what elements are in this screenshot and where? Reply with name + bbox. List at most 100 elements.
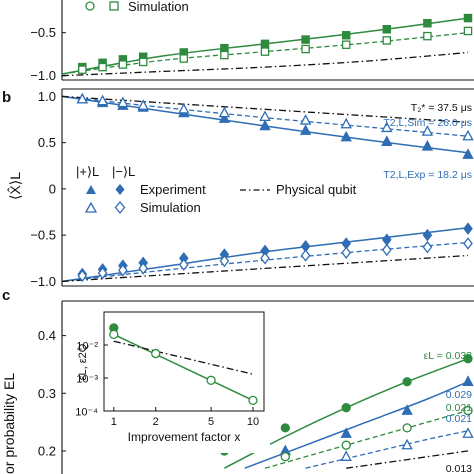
panel-b-triangle-open-point (137, 99, 149, 110)
panel-b-diamond-open-point (422, 240, 433, 254)
panel-b-y-axis-label: ⟨X̂⟩L (7, 172, 23, 200)
panel-a-square-open-point (220, 50, 229, 60)
inset-x-tick-label: 10 (247, 416, 259, 428)
panel-a-square-filled-point (341, 31, 351, 40)
panel-b-diamond-open-point (97, 266, 108, 280)
panel-b-triangle-open-point (381, 121, 393, 133)
panel-b-y-tick-label: −0.5 (30, 228, 56, 243)
panel-b-diamond-open-point (381, 243, 392, 257)
legend-physical-qubit-label: Physical qubit (276, 182, 357, 197)
panel-b-diamond-filled-point (422, 228, 433, 242)
inset-circle-open-point (151, 348, 161, 359)
panel-b-legend: |+⟩L |−⟩L Experiment Physical qubit Simu… (76, 164, 357, 215)
panel-a-square-filled-point (301, 35, 310, 44)
panel-b-triangle-filled-point (421, 139, 434, 151)
panel-b-triangle-filled-point (218, 112, 231, 123)
panel-b-triangle-open-point (178, 102, 190, 114)
panel-c-y-axis-label: or probability EL (1, 373, 17, 474)
panel-b-triangle-open-point (76, 92, 88, 104)
panel-c-y-tick-label: 0.4 (38, 328, 56, 343)
panel-a-dashdot-curve-2 (62, 51, 469, 77)
annotation-epsilon-blue-exp: 0.029 (446, 389, 472, 401)
panel-b-annotations: T₂* = 37.5 μs T2,L,Sim = 26.0 μs T2,L,Ex… (383, 102, 472, 181)
panel-c-triangle-filled-point (340, 427, 352, 438)
panel-b-triangle-filled-point (259, 119, 271, 131)
panel-c-annotations: εL = 0.032 0.029 0.021 0.021 0.013 (424, 350, 473, 474)
panel-a-square-filled-point (463, 13, 473, 23)
panel-c-circle-filled-point (341, 403, 351, 413)
annotation-epsilon-physical: 0.013 (446, 463, 472, 474)
panel-c-y-tick-label: 0.2 (38, 443, 56, 458)
panel-c-circle-open-point (402, 423, 412, 433)
panel-b-diamond-open-point (118, 264, 128, 277)
panel-b-triangle-open-point (340, 117, 352, 129)
inset-solid-curve-0 (113, 333, 254, 402)
panel-a-square-open-point (260, 47, 270, 56)
legend-open-square-marker (109, 1, 119, 11)
inset-dashdot-curve-1 (113, 340, 254, 375)
panel-c-dashed-curve-2 (264, 409, 469, 469)
panel-a-square-filled-point (382, 24, 392, 34)
panel-b-diamond-filled-point (463, 222, 473, 235)
panel-c-circle-open-point (280, 452, 290, 462)
panel-b-triangle-open-point (462, 129, 474, 141)
panel-a-y-tick-label: −1.0 (30, 68, 56, 83)
panel-a-square-open-point (78, 65, 87, 74)
annotation-epsilon-blue-sim: 0.021 (446, 413, 472, 425)
panel-c-dashed-curve-3 (305, 430, 469, 469)
panel-a-square-open-point (423, 31, 432, 41)
legend-open-triangle-marker (84, 201, 98, 213)
panel-b-diamond-open-point (138, 262, 149, 275)
panel-b-diamond-open-point (260, 251, 270, 265)
panel-b-diamond-open-point (300, 249, 311, 262)
panel-c-circle-filled-point (280, 423, 290, 433)
inset-circle-open-point (248, 395, 258, 406)
inset-chart: εL, ε2Q Improvement factor x 10⁻² 10⁻³ 10⁻… (70, 305, 270, 453)
panel-a-square-open-point (98, 62, 107, 72)
panel-b-diamond-open-point (219, 254, 230, 268)
panel-c-circle-filled-point (402, 377, 412, 387)
panel-b-triangle-filled-point (340, 130, 352, 142)
panel-a-square-open-point (138, 57, 148, 67)
panel-b-triangle-filled-point (299, 124, 312, 135)
inset-x-tick-label: 5 (208, 416, 214, 428)
panel-c-circle-filled-point (463, 354, 473, 364)
inset-circle-open-point (109, 329, 119, 340)
annotation-t2-sim: T2,L,Sim = 26.0 μs (383, 117, 472, 129)
annotation-epsilon-green-sim: 0.021 (446, 402, 472, 414)
panel-c-dashdot-curve-4 (346, 450, 469, 469)
panel-label-b: b (2, 89, 11, 106)
legend-experiment-label: Experiment (140, 182, 206, 197)
panel-label-c: c (2, 287, 10, 304)
annotation-t2-star: T₂* = 37.5 μs (411, 102, 472, 114)
annotation-t2-exp: T2,L,Exp = 18.2 μs (383, 169, 472, 181)
panel-c-circle-open-point (341, 440, 351, 450)
panel-b-diamond-open-point (77, 269, 88, 283)
panel-b-triangle-open-point (218, 106, 231, 118)
legend-open-diamond-marker (114, 200, 126, 215)
panel-c-triangle-open-point (462, 427, 474, 438)
panel-b-dashdot-curve-5 (62, 254, 469, 283)
legend-simulation-label: Simulation (140, 200, 201, 215)
panel-a-square-filled-point (220, 43, 229, 53)
panel-b-triangle-open-point (259, 110, 271, 121)
panel-c: c or probability EL 0.4 0.3 0.2 εL = 0.032… (1, 287, 474, 474)
legend-minus-state-header: |−⟩L (112, 164, 135, 179)
panel-a-square-open-point (463, 26, 473, 36)
inset-y-axis-label: εL, ε2Q (77, 343, 89, 380)
panel-b-y-tick-label: −1.0 (30, 274, 56, 289)
panel-c-y-tick-label: 0.3 (38, 386, 56, 401)
panel-b-triangle-open-point (299, 114, 312, 125)
panel-a-legend: Simulation (85, 0, 189, 14)
inset-y-tick-label: 10⁻⁴ (75, 407, 98, 419)
legend-plus-state-header: |+⟩L (76, 164, 99, 179)
panel-c-triangle-open-point (401, 438, 413, 450)
inset-x-tick-label: 1 (111, 416, 117, 428)
panel-c-triangle-filled-point (401, 404, 413, 415)
panel-b-triangle-open-point (96, 94, 109, 106)
panel-b-diamond-open-point (463, 237, 473, 250)
annotation-epsilon-green-exp: εL = 0.032 (424, 350, 473, 362)
panel-a: −0.5 −1.0 Simulation (30, 0, 474, 83)
panel-c-circle-open-point (463, 405, 473, 416)
